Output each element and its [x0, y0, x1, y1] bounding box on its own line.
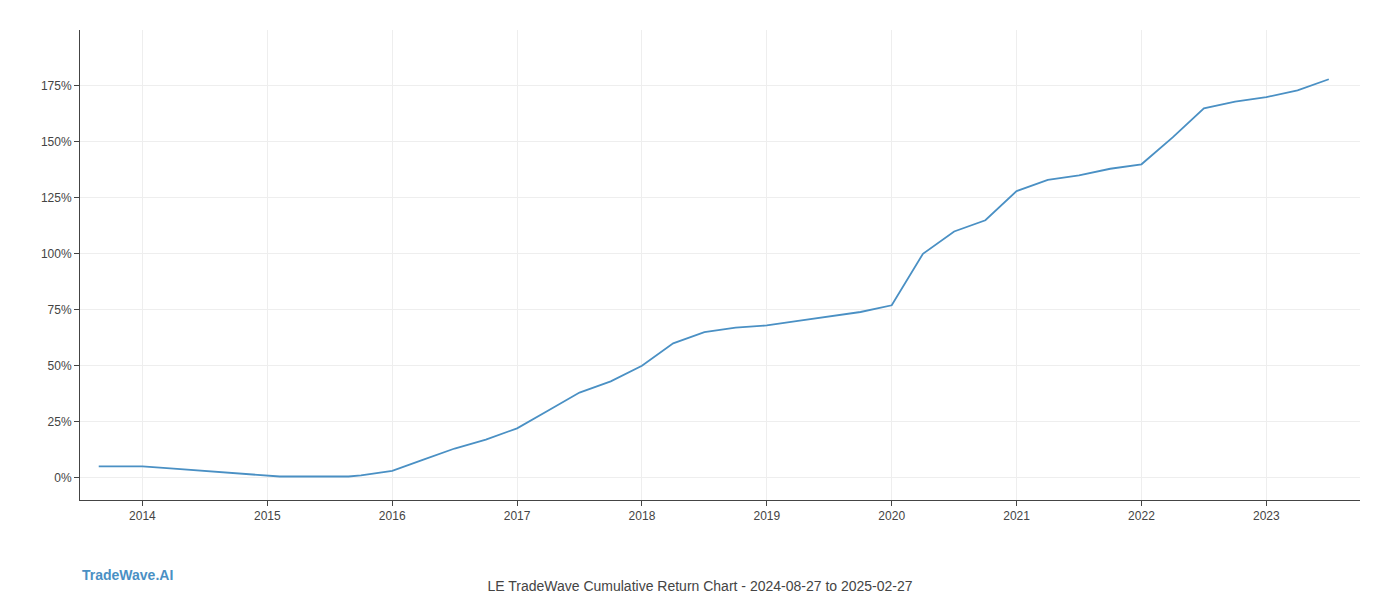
svg-text:25%: 25% [48, 415, 72, 429]
svg-text:2016: 2016 [379, 509, 406, 523]
svg-text:100%: 100% [41, 247, 72, 261]
svg-text:TradeWave.AI: TradeWave.AI [82, 567, 173, 583]
svg-text:2019: 2019 [753, 509, 780, 523]
svg-text:75%: 75% [48, 303, 72, 317]
svg-text:2022: 2022 [1128, 509, 1155, 523]
svg-text:0%: 0% [54, 471, 72, 485]
svg-text:2015: 2015 [254, 509, 281, 523]
svg-text:LE TradeWave Cumulative Return: LE TradeWave Cumulative Return Chart - 2… [487, 578, 912, 594]
svg-text:2023: 2023 [1253, 509, 1280, 523]
svg-text:2021: 2021 [1003, 509, 1030, 523]
svg-text:2014: 2014 [129, 509, 156, 523]
svg-text:150%: 150% [41, 135, 72, 149]
svg-text:2018: 2018 [629, 509, 656, 523]
svg-text:2017: 2017 [504, 509, 531, 523]
svg-text:175%: 175% [41, 79, 72, 93]
svg-text:50%: 50% [48, 359, 72, 373]
svg-text:2020: 2020 [878, 509, 905, 523]
svg-text:125%: 125% [41, 191, 72, 205]
